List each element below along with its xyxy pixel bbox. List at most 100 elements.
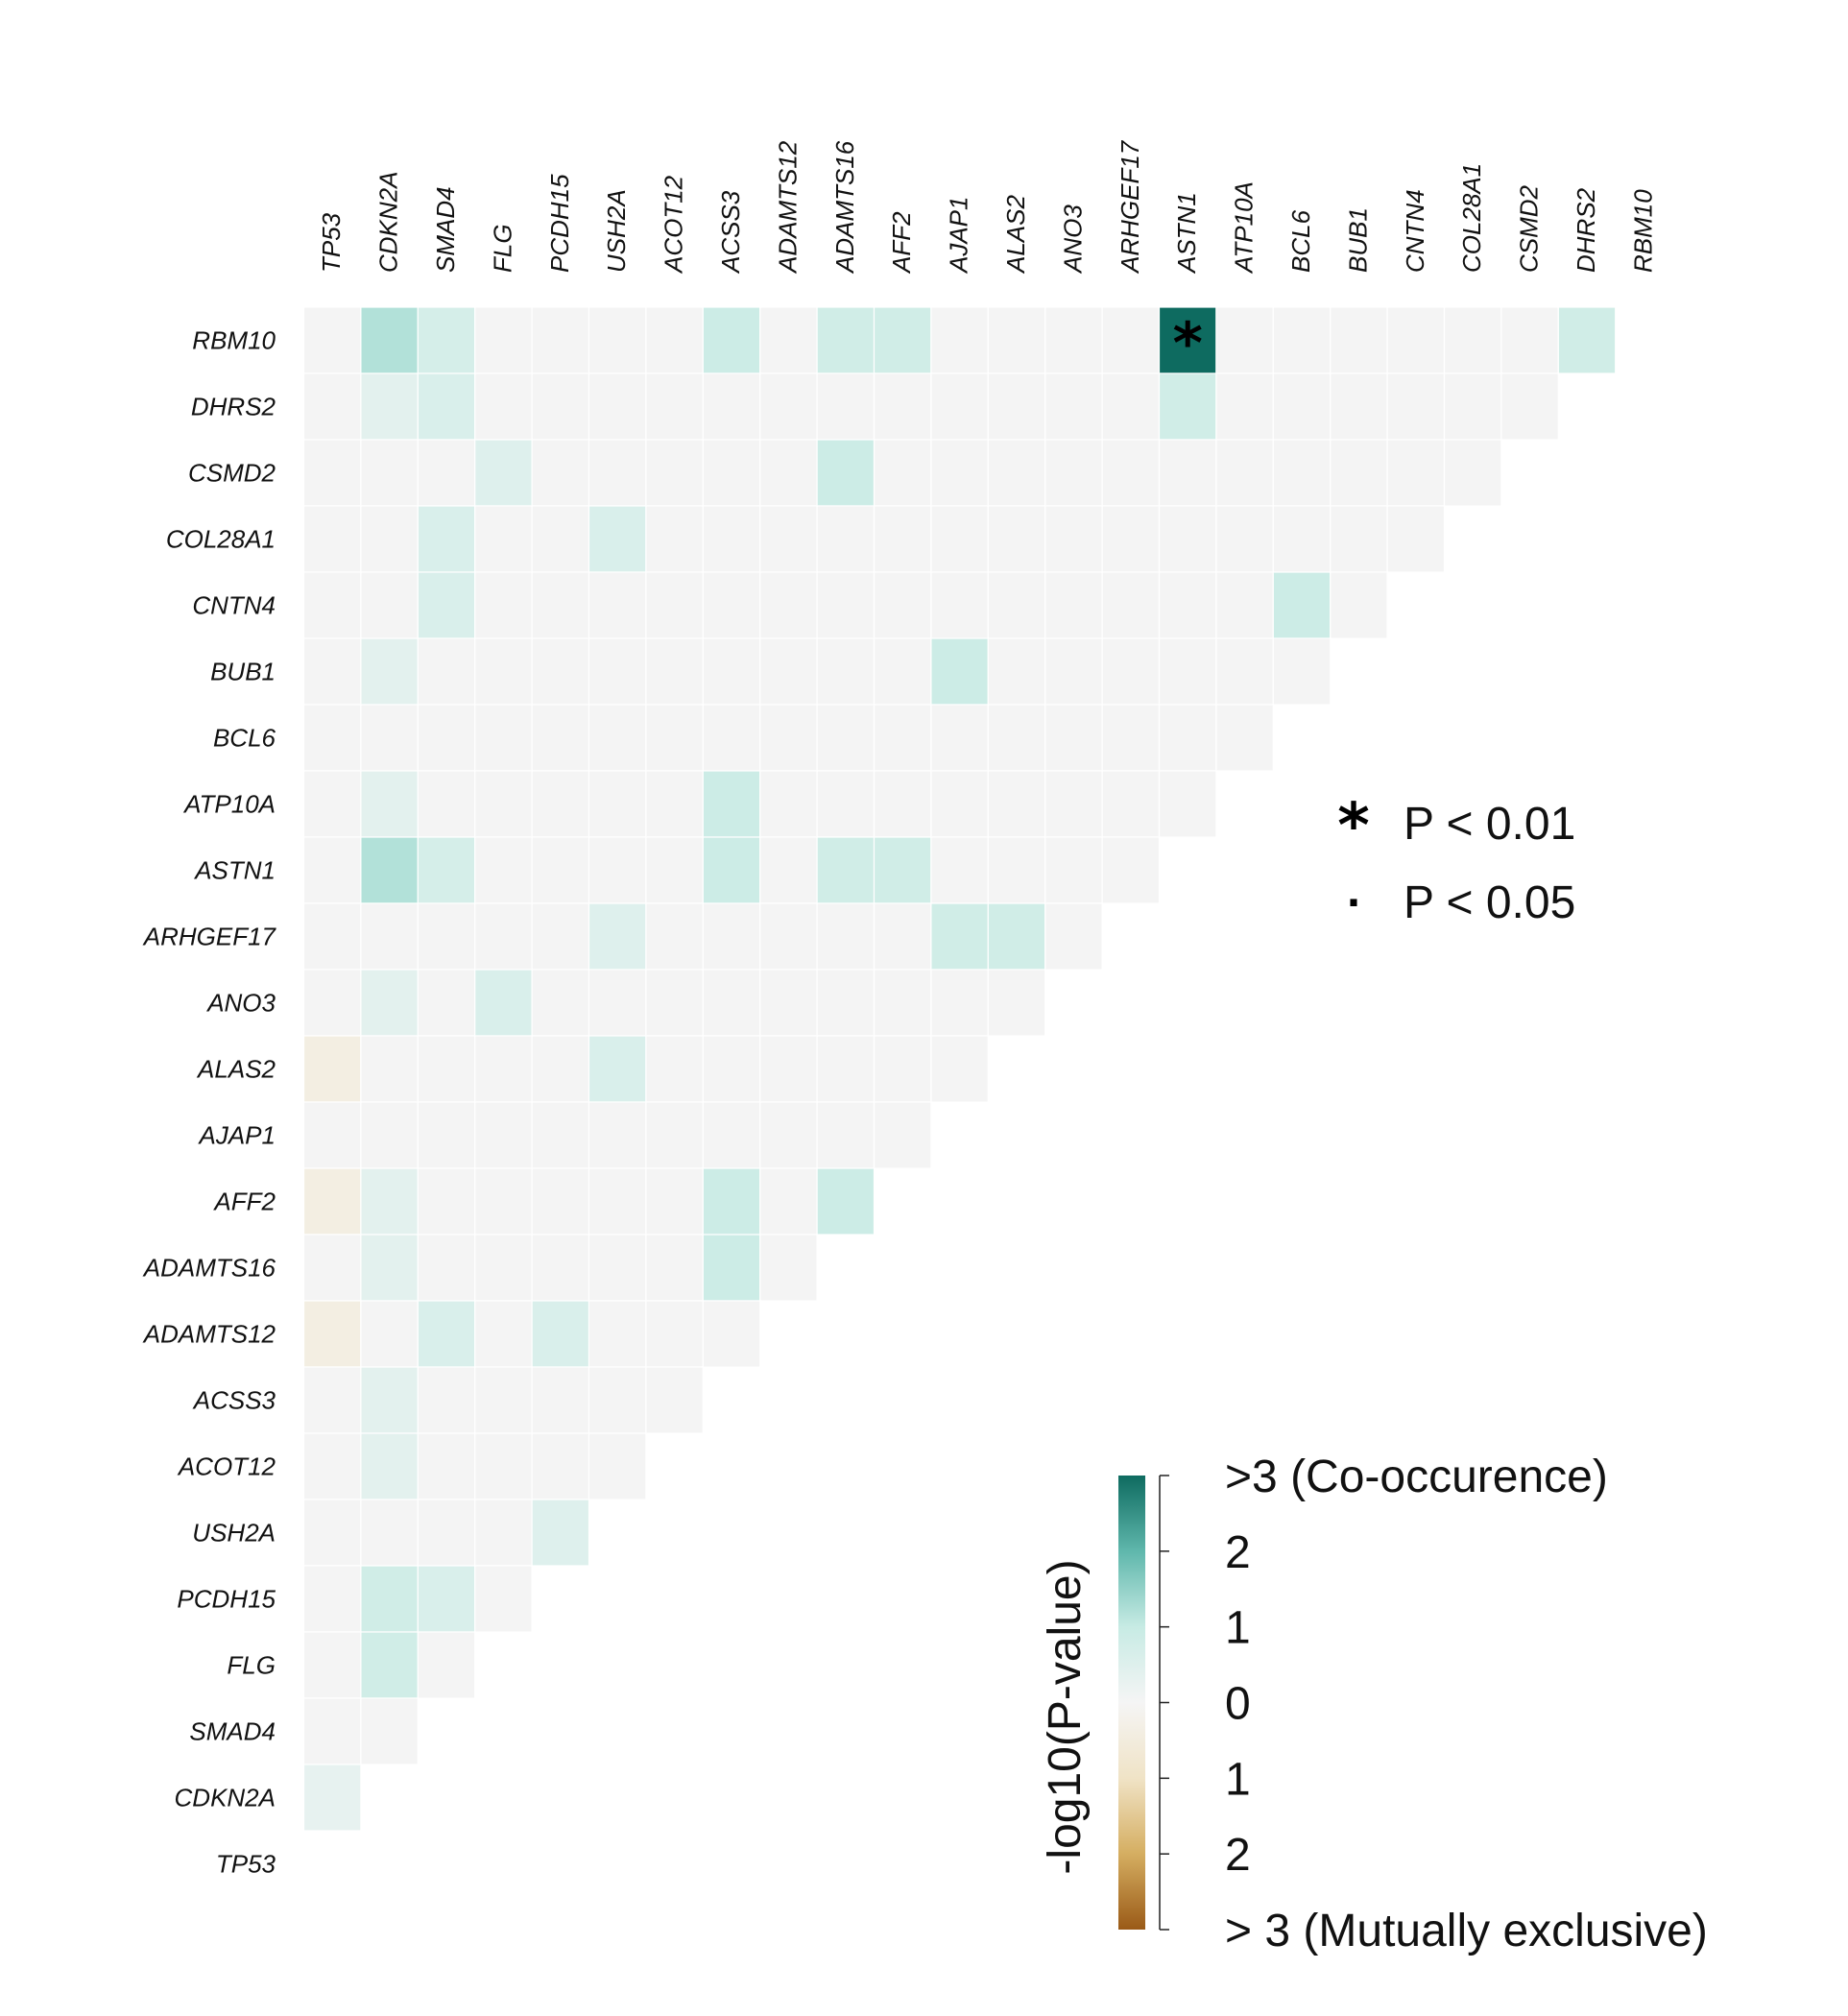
heatmap-cell-ACSS3-PCDH15	[531, 1366, 590, 1434]
colorbar-title: -log10(P-value)	[1040, 1559, 1091, 1874]
heatmap-cell-USH2A-CDKN2A	[360, 1499, 419, 1567]
heatmap-cell-ASTN1-ACSS3	[702, 836, 761, 904]
heatmap-cell-DHRS2-CNTN4	[1386, 372, 1446, 441]
heatmap-cell-CNTN4-TP53	[302, 571, 362, 639]
heatmap-cell-ALAS2-ACOT12	[645, 1035, 704, 1103]
column-label: PCDH15	[545, 174, 574, 273]
heatmap-cell-RBM10-ACSS3	[702, 306, 761, 374]
heatmap-cell-AFF2-ACOT12	[645, 1167, 704, 1236]
heatmap-cell-ARHGEF17-ACSS3	[702, 902, 761, 971]
column-label: SMAD4	[431, 186, 460, 273]
heatmap-cell-CSMD2-AFF2	[873, 439, 932, 507]
heatmap-cell-ASTN1-USH2A	[588, 836, 647, 904]
heatmap-cell-SMAD4-TP53	[302, 1697, 362, 1765]
row-label: DHRS2	[191, 393, 276, 421]
heatmap-cell-AFF2-ADAMTS12	[759, 1167, 818, 1236]
heatmap-cell-SMAD4-CDKN2A	[360, 1697, 419, 1765]
heatmap-cell-COL28A1-ADAMTS16	[816, 505, 876, 573]
heatmap-cells	[302, 306, 1617, 1832]
row-label: BUB1	[210, 658, 276, 686]
heatmap-cell-BCL6-ANO3	[1044, 704, 1103, 772]
heatmap-cell-ANO3-ALAS2	[987, 969, 1046, 1037]
heatmap-cell-BUB1-BCL6	[1272, 637, 1332, 706]
heatmap-cell-AJAP1-ADAMTS16	[816, 1101, 876, 1169]
heatmap-cell-ALAS2-USH2A	[588, 1035, 647, 1103]
heatmap-cell-RBM10-SMAD4	[417, 306, 476, 374]
heatmap-cell-BCL6-AJAP1	[930, 704, 989, 772]
heatmap-cell-BUB1-ALAS2	[987, 637, 1046, 706]
heatmap-cell-DHRS2-AJAP1	[930, 372, 989, 441]
heatmap-cell-RBM10-AFF2	[873, 306, 932, 374]
heatmap-cell-AFF2-PCDH15	[531, 1167, 590, 1236]
heatmap-cell-ADAMTS12-CDKN2A	[360, 1300, 419, 1368]
heatmap-cell-ATP10A-AFF2	[873, 770, 932, 838]
heatmap-cell-BCL6-ATP10A	[1215, 704, 1274, 772]
heatmap-cell-ATP10A-ASTN1	[1158, 770, 1217, 838]
heatmap-cell-PCDH15-CDKN2A	[360, 1565, 419, 1633]
heatmap-cell-AJAP1-ADAMTS12	[759, 1101, 818, 1169]
heatmap-cell-BCL6-ACOT12	[645, 704, 704, 772]
column-label: ADAMTS16	[830, 140, 859, 275]
heatmap-cell-CNTN4-ARHGEF17	[1101, 571, 1161, 639]
heatmap-cell-COL28A1-ALAS2	[987, 505, 1046, 573]
heatmap-cell-COL28A1-ASTN1	[1158, 505, 1217, 573]
heatmap-cell-ACSS3-SMAD4	[417, 1366, 476, 1434]
heatmap-cell-ALAS2-TP53	[302, 1035, 362, 1103]
column-label: ATP10A	[1230, 181, 1259, 275]
heatmap-cell-BCL6-USH2A	[588, 704, 647, 772]
heatmap-cell-ATP10A-ANO3	[1044, 770, 1103, 838]
heatmap-cell-ACSS3-USH2A	[588, 1366, 647, 1434]
heatmap-cell-BUB1-ANO3	[1044, 637, 1103, 706]
heatmap-cell-BCL6-AFF2	[873, 704, 932, 772]
heatmap-cell-PCDH15-FLG	[474, 1565, 533, 1633]
heatmap-cell-DHRS2-ATP10A	[1215, 372, 1274, 441]
heatmap-cell-AJAP1-SMAD4	[417, 1101, 476, 1169]
heatmap-cell-ADAMTS16-SMAD4	[417, 1234, 476, 1302]
heatmap-cell-RBM10-AJAP1	[930, 306, 989, 374]
heatmap-cell-BCL6-ARHGEF17	[1101, 704, 1161, 772]
heatmap-cell-CNTN4-ACSS3	[702, 571, 761, 639]
heatmap-cell-COL28A1-AJAP1	[930, 505, 989, 573]
heatmap-cell-ARHGEF17-ADAMTS12	[759, 902, 818, 971]
heatmap-cell-ACOT12-PCDH15	[531, 1432, 590, 1500]
heatmap-cell-ADAMTS12-SMAD4	[417, 1300, 476, 1368]
heatmap-cell-ALAS2-ADAMTS16	[816, 1035, 876, 1103]
colorbar	[1118, 1476, 1145, 1930]
heatmap-cell-AJAP1-ACOT12	[645, 1101, 704, 1169]
row-label: ATP10A	[182, 790, 276, 819]
row-label: PCDH15	[177, 1585, 276, 1614]
heatmap-cell-ANO3-TP53	[302, 969, 362, 1037]
heatmap-cell-RBM10-ASTN1	[1158, 306, 1217, 374]
row-label: ALAS2	[196, 1055, 276, 1084]
heatmap-cell-ACOT12-USH2A	[588, 1432, 647, 1500]
column-label: TP53	[317, 212, 346, 273]
heatmap-cell-ACOT12-SMAD4	[417, 1432, 476, 1500]
heatmap-cell-DHRS2-AFF2	[873, 372, 932, 441]
heatmap-cell-CSMD2-FLG	[474, 439, 533, 507]
heatmap-cell-RBM10-PCDH15	[531, 306, 590, 374]
heatmap-cell-CNTN4-ACOT12	[645, 571, 704, 639]
heatmap-cell-RBM10-ALAS2	[987, 306, 1046, 374]
heatmap-cell-CNTN4-ADAMTS16	[816, 571, 876, 639]
heatmap-cell-RBM10-ADAMTS16	[816, 306, 876, 374]
heatmap-cell-ALAS2-AFF2	[873, 1035, 932, 1103]
heatmap-cell-AJAP1-USH2A	[588, 1101, 647, 1169]
heatmap-cell-BCL6-ALAS2	[987, 704, 1046, 772]
heatmap-cell-RBM10-CDKN2A	[360, 306, 419, 374]
heatmap-cell-RBM10-ATP10A	[1215, 306, 1274, 374]
heatmap-cell-ASTN1-TP53	[302, 836, 362, 904]
heatmap-cell-ALAS2-FLG	[474, 1035, 533, 1103]
heatmap-cell-RBM10-USH2A	[588, 306, 647, 374]
heatmap-cell-CSMD2-CDKN2A	[360, 439, 419, 507]
heatmap-cell-RBM10-TP53	[302, 306, 362, 374]
heatmap-cell-CSMD2-ALAS2	[987, 439, 1046, 507]
heatmap-cell-BCL6-TP53	[302, 704, 362, 772]
heatmap-cell-CSMD2-ADAMTS12	[759, 439, 818, 507]
column-label: CDKN2A	[374, 172, 403, 273]
heatmap-cell-AFF2-ADAMTS16	[816, 1167, 876, 1236]
heatmap-cell-COL28A1-ATP10A	[1215, 505, 1274, 573]
heatmap-cell-ATP10A-FLG	[474, 770, 533, 838]
heatmap-cell-CSMD2-USH2A	[588, 439, 647, 507]
heatmap-cell-RBM10-ACOT12	[645, 306, 704, 374]
heatmap-cell-DHRS2-ADAMTS12	[759, 372, 818, 441]
